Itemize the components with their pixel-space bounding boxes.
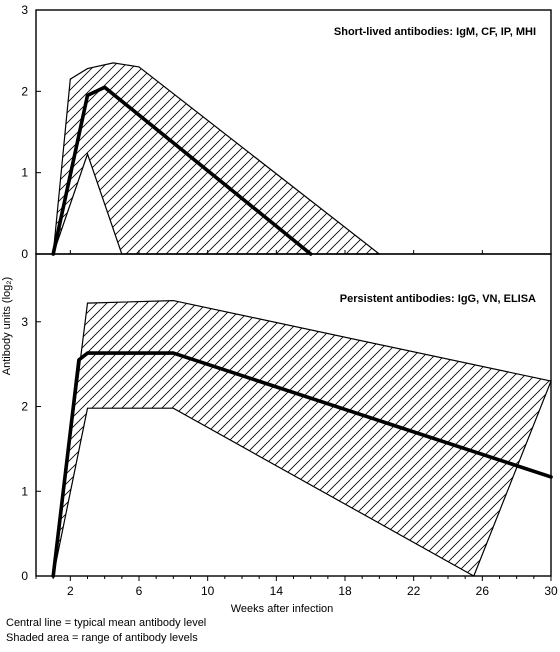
- x-tick-label: 18: [338, 584, 352, 598]
- persistent-panel: 0 1 2 3 Persistent antibodies: IgG, VN, ELIS…: [21, 253, 553, 583]
- short-lived-range-area: [52, 62, 382, 255]
- y-axis-title: Antibody units (log₂): [1, 277, 13, 375]
- note-central-line: Central line = typical mean antibody lev…: [6, 617, 207, 629]
- persistent-range-area: [52, 299, 552, 577]
- x-tick-label: 26: [476, 584, 490, 598]
- x-tick-label: 2: [67, 584, 74, 598]
- x-tick-label: 14: [270, 584, 284, 598]
- x-axis: 2 6 10 14 18 22 26 30: [35, 576, 558, 598]
- persistent-y-tick-label: 1: [21, 484, 28, 498]
- short-lived-y-tick-label: 1: [21, 166, 28, 180]
- x-tick-label: 10: [201, 584, 215, 598]
- note-shaded-area: Shaded area = range of antibody levels: [6, 632, 198, 644]
- short-lived-title: Short-lived antibodies: IgM, CF, IP, MHI: [334, 26, 536, 38]
- short-lived-mean-line: [51, 85, 313, 256]
- short-lived-panel: 0 1 2 3 Short-lived antibodies: IgM, CF, IP,…: [21, 3, 552, 261]
- x-tick-label: 22: [407, 584, 421, 598]
- short-lived-y-tick-label: 0: [21, 247, 28, 261]
- short-lived-y-tick-label: 3: [21, 3, 28, 17]
- x-tick-label: 6: [136, 584, 143, 598]
- persistent-mean-line: [51, 351, 553, 578]
- persistent-title: Persistent antibodies: IgG, VN, ELISA: [340, 293, 536, 305]
- x-axis-title: Weeks after infection: [231, 603, 334, 615]
- x-tick-label: 30: [544, 584, 558, 598]
- persistent-y-tick-label: 2: [21, 400, 28, 414]
- short-lived-y-tick-label: 2: [21, 84, 28, 98]
- persistent-y-tick-label: 0: [21, 569, 28, 583]
- persistent-y-tick-label: 3: [21, 315, 28, 329]
